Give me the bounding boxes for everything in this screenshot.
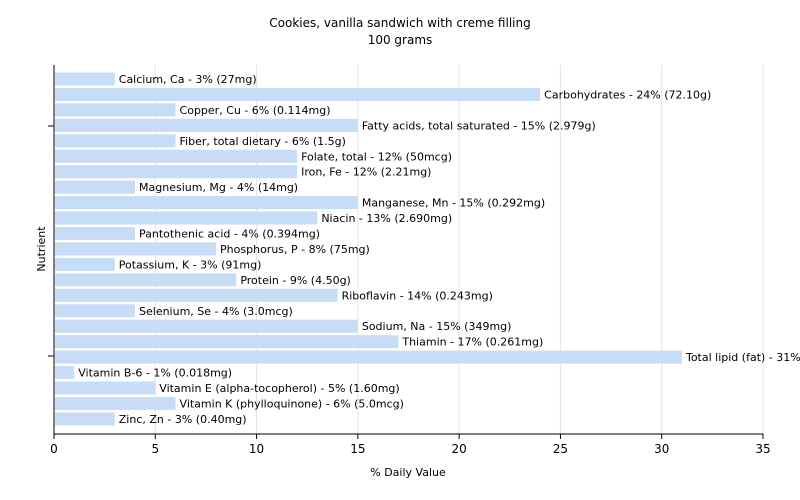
bar-label: Copper, Cu - 6% (0.114mg) xyxy=(180,104,331,117)
bar-label: Potassium, K - 3% (91mg) xyxy=(119,258,262,271)
bar xyxy=(55,319,358,333)
bar xyxy=(55,273,237,287)
bar-label: Phosphorus, P - 8% (75mg) xyxy=(220,243,370,256)
bar xyxy=(55,118,358,132)
bar xyxy=(55,288,338,302)
bar xyxy=(55,72,115,86)
bar-label: Fiber, total dietary - 6% (1.5g) xyxy=(180,135,346,148)
bar-label: Magnesium, Mg - 4% (14mg) xyxy=(139,181,298,194)
bar xyxy=(55,366,75,380)
x-tick-label: 5 xyxy=(151,442,159,456)
bar xyxy=(55,211,318,225)
x-tick-label: 25 xyxy=(553,442,568,456)
bar xyxy=(55,165,298,179)
bar xyxy=(55,134,176,148)
bar xyxy=(55,350,682,364)
bar xyxy=(55,242,217,256)
bar xyxy=(55,304,136,318)
bar xyxy=(55,196,358,210)
bar-label: Fatty acids, total saturated - 15% (2.97… xyxy=(362,119,596,132)
bar xyxy=(55,180,136,194)
bar-label: Carbohydrates - 24% (72.10g) xyxy=(544,88,711,101)
bar-label: Thiamin - 17% (0.261mg) xyxy=(401,336,543,349)
chart-subtitle: 100 grams xyxy=(368,33,433,47)
bar-label: Iron, Fe - 12% (2.21mg) xyxy=(301,166,431,179)
bar-label: Selenium, Se - 4% (3.0mcg) xyxy=(139,305,293,318)
bar-label: Vitamin B-6 - 1% (0.018mg) xyxy=(78,367,232,380)
bar-label: Folate, total - 12% (50mcg) xyxy=(301,150,452,163)
bar-label: Riboflavin - 14% (0.243mg) xyxy=(342,289,493,302)
x-axis-label: % Daily Value xyxy=(370,466,446,479)
bar xyxy=(55,149,298,163)
bar-label: Niacin - 13% (2.690mg) xyxy=(321,212,452,225)
axes xyxy=(48,65,763,435)
bar xyxy=(55,227,136,240)
bar-label: Manganese, Mn - 15% (0.292mg) xyxy=(362,197,545,210)
x-tick-label: 15 xyxy=(350,442,365,456)
bar-label: Calcium, Ca - 3% (27mg) xyxy=(119,73,257,86)
bar xyxy=(55,87,541,101)
bar-label: Total lipid (fat) - 31% (20.00g) xyxy=(685,351,800,364)
bar xyxy=(55,412,115,426)
bar-label: Protein - 9% (4.50g) xyxy=(240,274,351,287)
bar xyxy=(55,257,115,271)
bar xyxy=(55,335,399,349)
x-tick-label: 10 xyxy=(249,442,264,456)
x-tick-label: 0 xyxy=(50,442,58,456)
bar-label: Zinc, Zn - 3% (0.40mg) xyxy=(119,413,247,426)
bar xyxy=(55,396,176,410)
bar xyxy=(55,381,156,395)
bar-label: Sodium, Na - 15% (349mg) xyxy=(362,320,512,333)
y-axis-label: Nutrient xyxy=(35,226,48,272)
x-tick-label: 30 xyxy=(654,442,669,456)
x-axis-ticks: 0 5 10 15 20 25 30 35 xyxy=(50,434,771,456)
bars: Calcium, Ca - 3% (27mg) Carbohydrates - 2… xyxy=(55,72,800,426)
bar-label: Vitamin K (phylloquinone) - 6% (5.0mcg) xyxy=(180,397,404,410)
bar-label: Vitamin E (alpha-tocopherol) - 5% (1.60m… xyxy=(159,382,399,395)
x-tick-label: 35 xyxy=(755,442,770,456)
bar xyxy=(55,103,176,117)
x-tick-label: 20 xyxy=(452,442,467,456)
bar-label: Pantothenic acid - 4% (0.394mg) xyxy=(139,228,320,241)
chart-title: Cookies, vanilla sandwich with creme fil… xyxy=(269,16,530,30)
